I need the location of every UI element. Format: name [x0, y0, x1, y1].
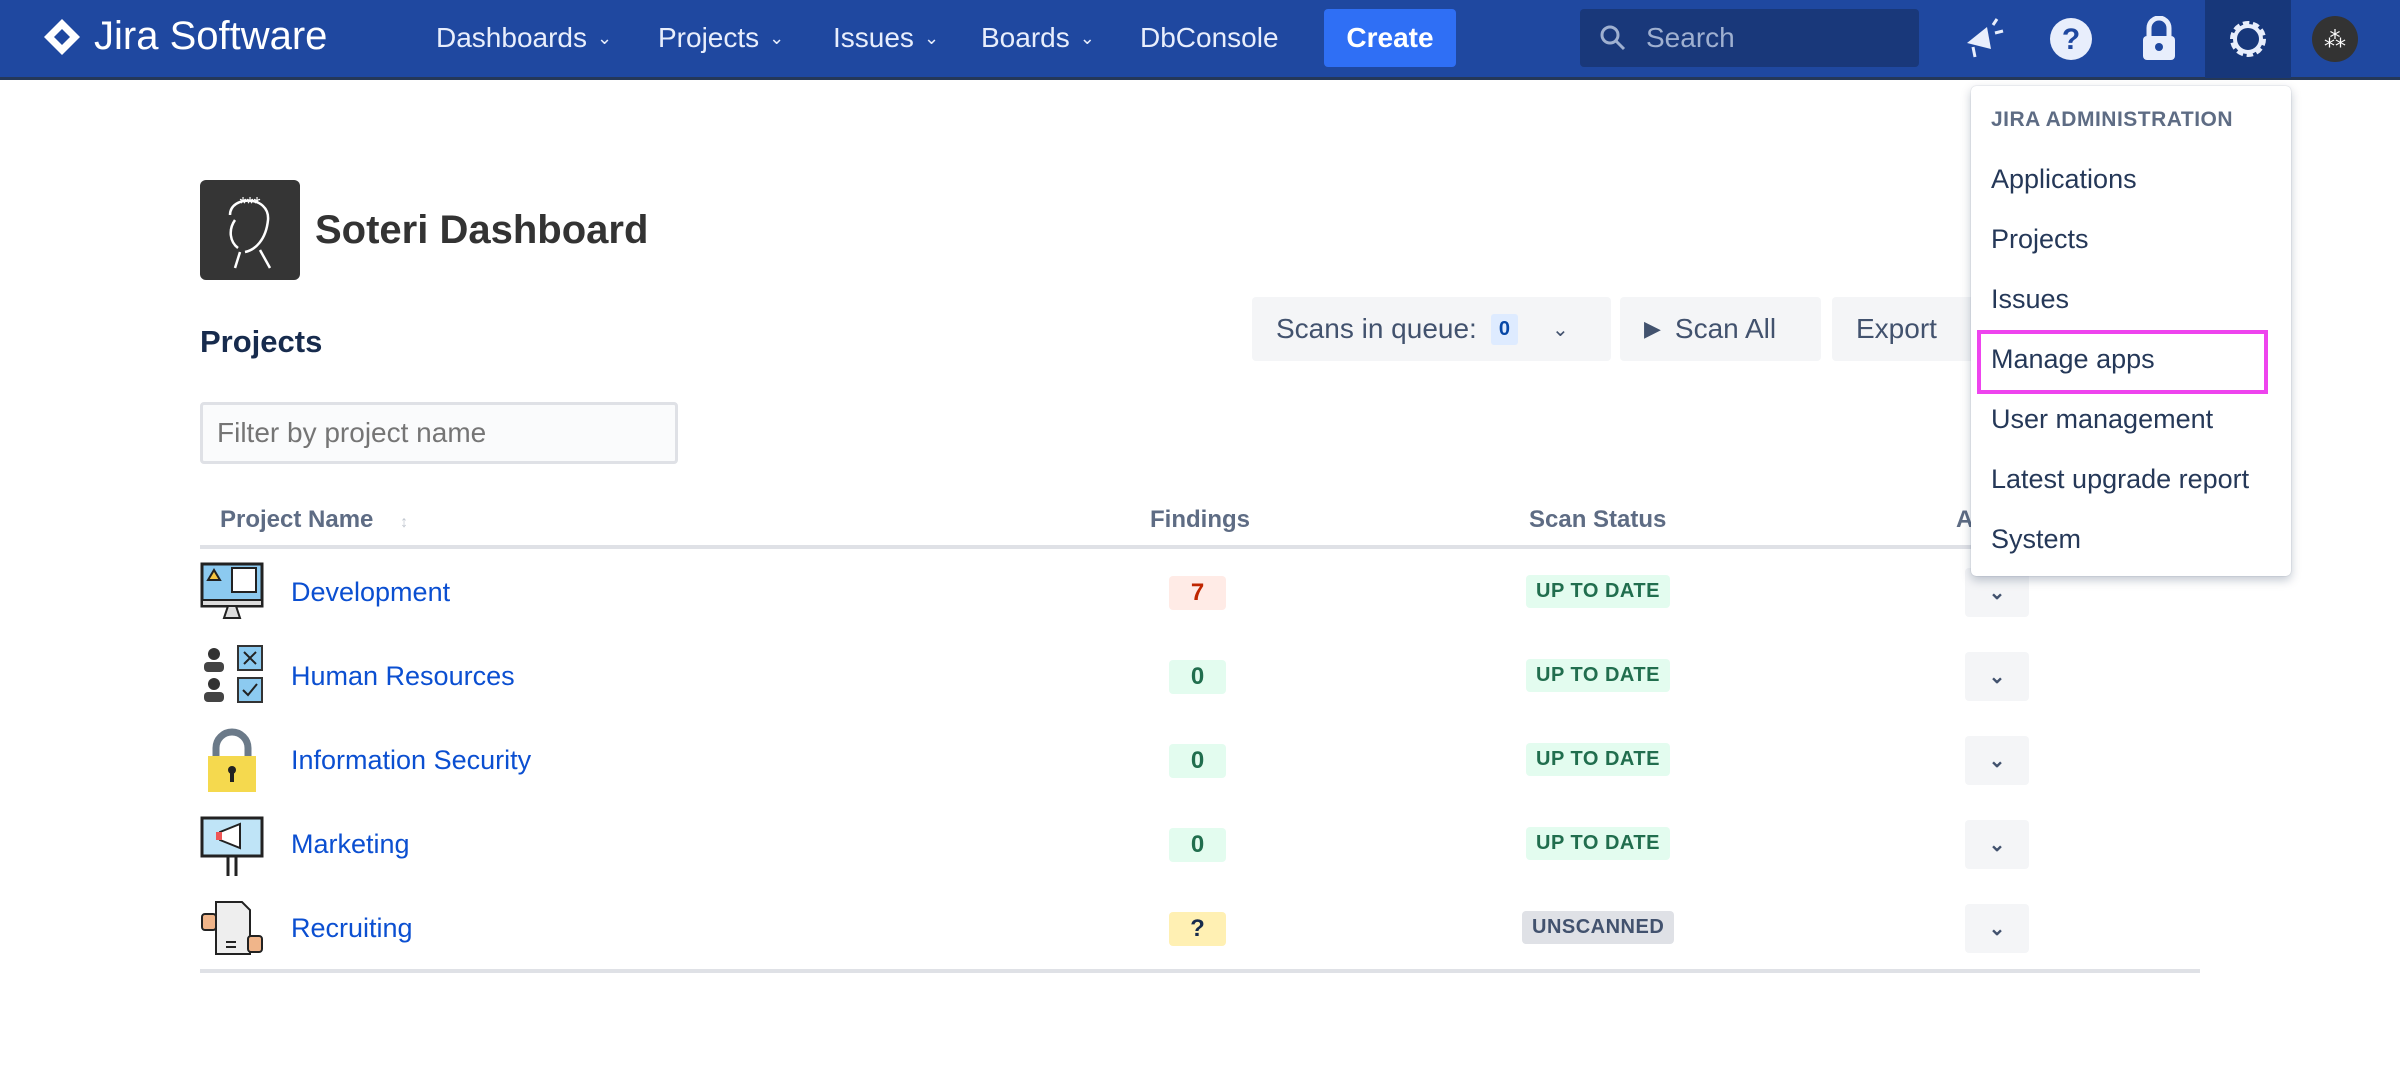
search-input[interactable]: Search	[1580, 9, 1919, 67]
play-icon: ▶	[1644, 316, 1661, 341]
table-row: Development 7 UP TO DATE ⌄	[200, 550, 2200, 634]
project-link[interactable]: Recruiting	[291, 913, 413, 943]
actions-dropdown-button[interactable]: ⌄	[1965, 820, 2029, 869]
megaphone-icon[interactable]	[1958, 14, 2008, 64]
svg-text:?: ?	[2062, 23, 2080, 56]
project-name-header: Project Name	[220, 506, 374, 533]
lock-icon[interactable]	[2134, 14, 2184, 64]
status-badge: UNSCANNED	[1522, 911, 1675, 944]
actions-dropdown-button[interactable]: ⌄	[1965, 568, 2029, 617]
status-badge: UP TO DATE	[1526, 575, 1670, 608]
nav-dashboards-label: Dashboards	[436, 22, 587, 53]
create-button[interactable]: Create	[1324, 9, 1456, 67]
menu-item-manage-apps[interactable]: Manage apps	[1991, 344, 2155, 374]
menu-item-latest-upgrade-report[interactable]: Latest upgrade report	[1991, 464, 2250, 494]
project-link[interactable]: Information Security	[291, 745, 532, 775]
findings-badge[interactable]: 0	[1169, 660, 1226, 694]
menu-item-user-management[interactable]: User management	[1991, 404, 2214, 434]
column-header-actions: A	[1956, 506, 1974, 533]
nav-boards[interactable]: Boards ⌄	[981, 22, 1095, 54]
page-title: Soteri Dashboard	[315, 208, 649, 252]
menu-item-applications[interactable]: Applications	[1991, 164, 2137, 194]
actions-dropdown-button[interactable]: ⌄	[1965, 652, 2029, 701]
product-name: Jira Software	[94, 14, 328, 58]
jira-diamond-icon	[44, 18, 80, 55]
padlock-icon	[200, 728, 264, 792]
hr-icon	[200, 644, 264, 708]
filter-input[interactable]	[200, 402, 678, 464]
table-header-divider	[200, 545, 2200, 549]
svg-text:⁂: ⁂	[2324, 27, 2346, 52]
table-bottom-divider	[200, 969, 2200, 973]
status-badge: UP TO DATE	[1526, 743, 1670, 776]
findings-badge[interactable]: ?	[1169, 912, 1226, 946]
chevron-down-icon: ⌄	[1551, 318, 1569, 341]
nav-projects-label: Projects	[658, 22, 760, 53]
chevron-down-icon: ⌄	[1988, 750, 2006, 772]
help-icon[interactable]: ?	[2046, 14, 2096, 64]
search-placeholder: Search	[1646, 22, 1735, 53]
table-row: Human Resources 0 UP TO DATE ⌄	[200, 634, 2200, 718]
section-heading: Projects	[200, 324, 323, 359]
handshake-document-icon	[200, 896, 264, 960]
actions-dropdown-button[interactable]: ⌄	[1965, 736, 2029, 785]
development-icon	[200, 560, 264, 624]
chevron-down-icon: ⌄	[1988, 582, 2006, 604]
search-icon	[1600, 25, 1626, 51]
chevron-down-icon: ⌄	[923, 27, 940, 48]
findings-badge[interactable]: 0	[1169, 828, 1226, 862]
admin-gear-button[interactable]	[2205, 0, 2291, 78]
manage-apps-highlight	[1977, 330, 2268, 394]
project-link[interactable]: Human Resources	[291, 661, 515, 691]
status-badge: UP TO DATE	[1526, 659, 1670, 692]
project-link[interactable]: Marketing	[291, 829, 410, 859]
chevron-down-icon: ⌄	[1988, 834, 2006, 856]
scans-in-queue-button[interactable]: Scans in queue: 0 ⌄	[1252, 297, 1611, 361]
gear-icon	[2230, 21, 2266, 57]
chevron-down-icon: ⌄	[596, 27, 613, 48]
nav-dashboards[interactable]: Dashboards ⌄	[436, 22, 612, 54]
export-label: Export	[1856, 313, 1937, 344]
menu-item-projects[interactable]: Projects	[1991, 224, 2089, 254]
nav-dbconsole[interactable]: DbConsole	[1140, 22, 1279, 54]
top-navigation: Jira Software Dashboards ⌄ Projects ⌄ Issu…	[0, 0, 2400, 80]
chevron-down-icon: ⌄	[1988, 918, 2006, 940]
menu-item-system[interactable]: System	[1991, 524, 2082, 554]
menu-item-issues[interactable]: Issues	[1991, 284, 2070, 314]
nav-dbconsole-label: DbConsole	[1140, 22, 1279, 53]
scans-label: Scans in queue:	[1276, 313, 1477, 344]
findings-badge[interactable]: 0	[1169, 744, 1226, 778]
nav-projects[interactable]: Projects ⌄	[658, 22, 784, 54]
chevron-down-icon: ⌄	[1988, 666, 2006, 688]
scans-count-badge: 0	[1490, 313, 1518, 345]
status-badge: UP TO DATE	[1526, 827, 1670, 860]
export-button[interactable]: Export	[1832, 297, 1992, 361]
nav-issues[interactable]: Issues ⌄	[833, 22, 939, 54]
svg-text:***: ***	[239, 194, 260, 214]
column-header-findings: Findings	[1150, 506, 1250, 533]
chevron-down-icon: ⌄	[769, 27, 785, 48]
soteri-logo: ***	[200, 180, 300, 280]
table-row: Recruiting ? UNSCANNED ⌄	[200, 886, 2200, 970]
chevron-down-icon: ⌄	[1079, 27, 1095, 48]
findings-badge[interactable]: 7	[1169, 576, 1226, 610]
nav-boards-label: Boards	[981, 22, 1070, 53]
scan-all-label: Scan All	[1674, 313, 1777, 344]
sort-icon[interactable]: ↕	[400, 514, 409, 531]
nav-issues-label: Issues	[833, 22, 914, 53]
admin-menu-header: JIRA ADMINISTRATION	[1991, 108, 2234, 131]
billboard-icon	[200, 812, 264, 876]
jira-logo[interactable]: Jira Software	[42, 14, 327, 59]
table-row: Information Security 0 UP TO DATE ⌄	[200, 718, 2200, 802]
project-link[interactable]: Development	[291, 577, 451, 607]
column-header-scan-status: Scan Status	[1529, 506, 1667, 533]
actions-dropdown-button[interactable]: ⌄	[1965, 904, 2029, 953]
avatar[interactable]: ⁂	[2310, 14, 2360, 64]
column-header-project-name[interactable]: Project Name ↕	[220, 506, 408, 534]
table-row: Marketing 0 UP TO DATE ⌄	[200, 802, 2200, 886]
scan-all-button[interactable]: ▶ Scan All	[1620, 297, 1821, 361]
